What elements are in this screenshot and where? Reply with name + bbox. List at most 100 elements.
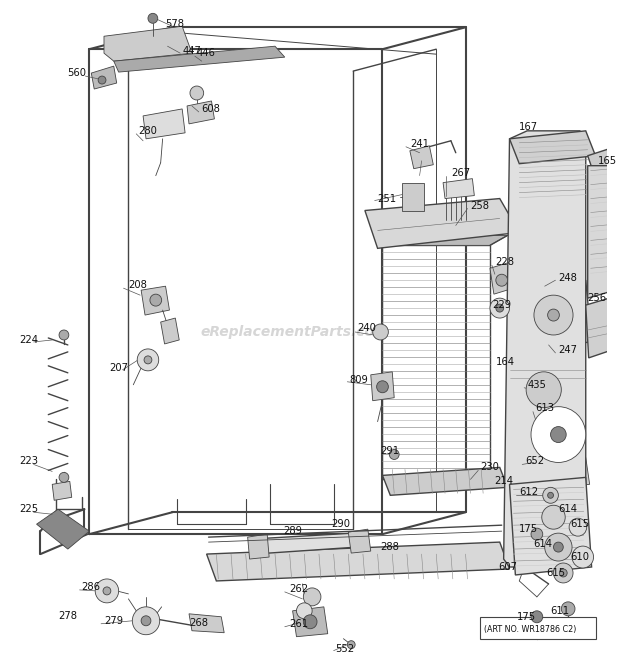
Text: 165: 165 <box>598 156 616 166</box>
Text: 608: 608 <box>202 104 221 114</box>
Polygon shape <box>348 529 371 553</box>
Text: (ART NO. WR18786 C2): (ART NO. WR18786 C2) <box>484 625 577 635</box>
Circle shape <box>296 603 312 619</box>
Circle shape <box>561 602 575 616</box>
Polygon shape <box>113 46 285 72</box>
Circle shape <box>545 533 572 561</box>
Circle shape <box>59 473 69 483</box>
Text: 208: 208 <box>128 280 148 290</box>
Circle shape <box>526 372 561 408</box>
Bar <box>480 617 596 639</box>
Text: 614: 614 <box>533 539 552 549</box>
Polygon shape <box>586 298 612 358</box>
Polygon shape <box>189 614 224 633</box>
Circle shape <box>554 563 573 583</box>
Text: 224: 224 <box>19 335 38 345</box>
Circle shape <box>376 381 388 393</box>
Text: 167: 167 <box>520 122 538 132</box>
Polygon shape <box>161 318 179 344</box>
Polygon shape <box>443 178 474 198</box>
Text: 614: 614 <box>559 504 577 514</box>
Text: 175: 175 <box>520 524 538 534</box>
Text: 435: 435 <box>527 380 546 390</box>
Circle shape <box>490 298 510 318</box>
Text: 240: 240 <box>357 323 376 333</box>
Polygon shape <box>371 372 394 401</box>
Polygon shape <box>206 542 510 581</box>
Polygon shape <box>104 26 192 61</box>
Circle shape <box>534 295 573 335</box>
Text: 289: 289 <box>283 526 302 536</box>
Polygon shape <box>520 280 591 348</box>
Bar <box>402 182 423 210</box>
Polygon shape <box>510 477 591 575</box>
Text: 261: 261 <box>290 619 309 629</box>
Circle shape <box>572 546 593 568</box>
Text: 809: 809 <box>349 375 368 385</box>
Polygon shape <box>510 131 596 164</box>
Text: 230: 230 <box>480 463 499 473</box>
Circle shape <box>569 518 587 536</box>
Circle shape <box>59 330 69 340</box>
Circle shape <box>531 407 586 463</box>
Text: 286: 286 <box>81 582 100 592</box>
Polygon shape <box>52 481 72 500</box>
Circle shape <box>303 588 321 606</box>
Text: 207: 207 <box>109 363 128 373</box>
Circle shape <box>347 641 355 648</box>
Text: 268: 268 <box>189 618 208 628</box>
Text: 607: 607 <box>498 562 517 572</box>
Circle shape <box>531 611 542 623</box>
Circle shape <box>144 356 152 364</box>
Polygon shape <box>490 262 513 294</box>
Polygon shape <box>410 146 433 169</box>
Polygon shape <box>588 166 615 298</box>
Text: 267: 267 <box>451 168 470 178</box>
Circle shape <box>559 569 567 577</box>
Polygon shape <box>588 149 615 173</box>
Text: 447: 447 <box>182 46 201 56</box>
Polygon shape <box>383 235 508 245</box>
Text: 615: 615 <box>547 568 566 578</box>
Text: 247: 247 <box>559 345 577 355</box>
Text: 613: 613 <box>535 403 554 412</box>
Circle shape <box>496 274 508 286</box>
Text: 225: 225 <box>19 504 38 514</box>
Polygon shape <box>383 467 508 495</box>
Circle shape <box>496 304 503 312</box>
Text: 251: 251 <box>378 194 397 204</box>
Text: eReplacementParts.com: eReplacementParts.com <box>200 325 389 339</box>
Circle shape <box>547 309 559 321</box>
Polygon shape <box>293 607 328 637</box>
Text: 288: 288 <box>381 542 399 552</box>
Circle shape <box>303 615 317 629</box>
Text: 164: 164 <box>496 357 515 367</box>
Text: 223: 223 <box>19 457 38 467</box>
Circle shape <box>95 579 118 603</box>
Circle shape <box>141 616 151 626</box>
Polygon shape <box>534 457 590 488</box>
Text: 612: 612 <box>520 487 538 497</box>
Text: 290: 290 <box>332 519 351 529</box>
Circle shape <box>190 86 203 100</box>
Circle shape <box>551 426 566 442</box>
Polygon shape <box>141 286 169 315</box>
Circle shape <box>554 542 563 552</box>
Circle shape <box>132 607 160 635</box>
Circle shape <box>389 449 399 459</box>
Text: 229: 229 <box>492 300 511 310</box>
Polygon shape <box>187 101 215 124</box>
Polygon shape <box>250 533 357 554</box>
Text: 241: 241 <box>410 139 429 149</box>
Text: 262: 262 <box>290 584 309 594</box>
Polygon shape <box>365 198 520 249</box>
Text: 228: 228 <box>495 257 514 267</box>
Text: 446: 446 <box>197 48 216 58</box>
Text: 615: 615 <box>570 519 589 529</box>
Text: 175: 175 <box>517 612 536 622</box>
Polygon shape <box>91 66 117 89</box>
Text: 611: 611 <box>551 606 570 616</box>
Text: 258: 258 <box>471 200 489 210</box>
Polygon shape <box>37 509 89 549</box>
Circle shape <box>547 492 554 498</box>
